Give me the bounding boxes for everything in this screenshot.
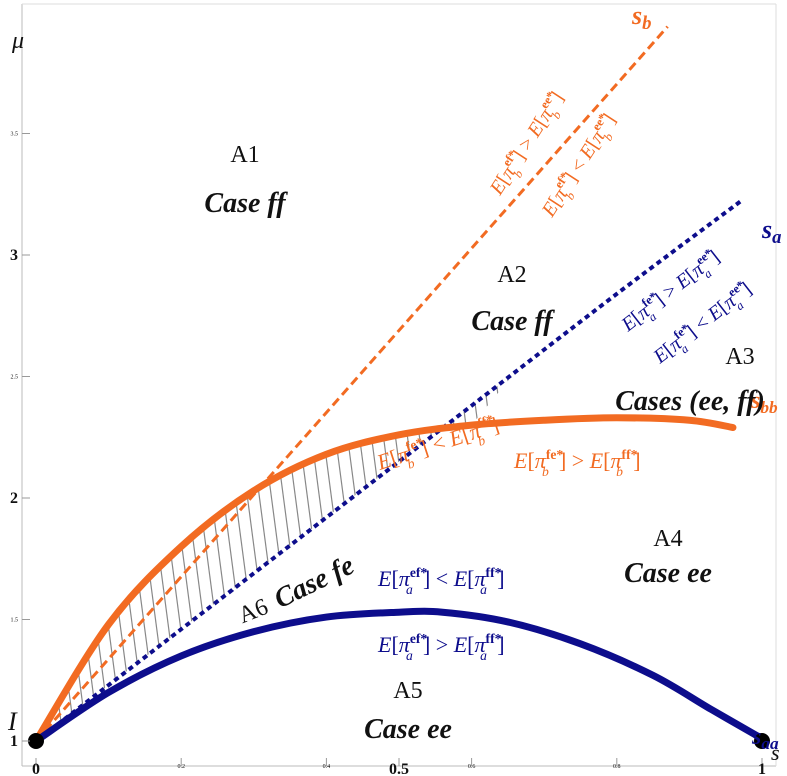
hatch-line — [36, 379, 43, 741]
point-end — [754, 733, 770, 749]
y-tick-label: 3.5 — [11, 132, 19, 138]
hatch-line — [556, 380, 606, 760]
curves — [28, 25, 770, 749]
x-axis-label: s — [771, 740, 780, 765]
hatch-line — [171, 379, 223, 741]
curve-label-s-a: sa — [761, 215, 781, 248]
hatch-line — [507, 379, 516, 741]
hatch-line — [736, 380, 786, 760]
annotation-saa-lower: E[πef* a] > E[πff* a] — [377, 631, 505, 663]
hatch-line — [520, 380, 570, 760]
hatch-line — [544, 380, 594, 760]
hatch-line — [183, 379, 235, 741]
annotation-saa-upper: E[πef* a] < E[πff* a] — [377, 565, 505, 597]
series-s-aa — [32, 607, 766, 745]
x-tick-label: 0.8 — [613, 764, 621, 770]
region-a3-name: A3 — [725, 344, 754, 370]
region-a5-case: Case ee — [364, 714, 452, 745]
axis-ticks: 0 0.2 0.4 0.5 0.6 0.8 1 1 1.5 2 2.5 3 3.5 — [10, 132, 766, 776]
hatch-line — [207, 379, 259, 741]
series-s-bb — [32, 414, 737, 745]
hatch-line — [123, 379, 175, 741]
plot-frame — [21, 3, 777, 767]
hatch-line — [99, 379, 151, 741]
y-tick-label: 1 — [10, 733, 18, 750]
series-s-a — [34, 199, 742, 743]
series-s-b — [34, 25, 669, 742]
region-a4-name: A4 — [653, 526, 682, 552]
y-tick-label: 1.5 — [11, 618, 19, 624]
y-tick-label: 2.5 — [11, 375, 19, 381]
annotation-sbb-upper: E[πfe*b] < E[πff*b] — [372, 411, 503, 481]
hatch-line — [712, 380, 762, 760]
hatch-line — [0, 380, 30, 760]
hatch-line — [219, 379, 271, 741]
x-tick-label: 0.5 — [389, 761, 409, 776]
region-a6-name: A6 — [235, 594, 272, 629]
hatch-line — [243, 379, 295, 741]
annotation-sbb-lower: E[πfe* b] > E[πff* b] — [513, 447, 641, 479]
hatch-line — [568, 380, 618, 760]
hatch-line — [724, 380, 774, 760]
y-tick-label: 2 — [10, 490, 18, 507]
region-a1-name: A1 — [230, 142, 259, 168]
x-tick-label: 0.4 — [323, 764, 331, 770]
hatch-line — [748, 380, 787, 760]
point-i-label: I — [7, 707, 18, 736]
hatch-line — [580, 380, 630, 760]
region-a4-case: Case ee — [624, 558, 712, 589]
region-a5-name: A5 — [393, 678, 422, 704]
region-a3-case: Cases (ee, ff) — [615, 386, 765, 417]
x-tick-label: 0.6 — [468, 764, 476, 770]
hatch-line — [39, 379, 91, 741]
hatch-line — [255, 379, 307, 741]
x-tick-label: 0.2 — [177, 764, 185, 770]
hatch-line — [0, 380, 18, 760]
region-a1-case: Case ff — [204, 188, 288, 219]
y-axis-label: μ — [11, 28, 24, 54]
region-a2-name: A2 — [497, 262, 526, 288]
hatch-line — [195, 379, 247, 741]
point-i — [28, 733, 44, 749]
region-a2-case: Case ff — [471, 306, 555, 337]
hatch-line — [532, 380, 582, 760]
curve-label-s-aa: saa — [751, 724, 779, 753]
hatch-line — [760, 380, 787, 760]
curve-label-s-bb: sbb — [750, 388, 778, 417]
y-tick-label: 3 — [10, 247, 18, 264]
hatch-line — [36, 379, 55, 741]
hatch-line — [159, 379, 211, 741]
x-tick-label: 0 — [32, 761, 40, 776]
hatch-line — [772, 380, 787, 760]
region-a6-case: Case fe — [269, 550, 359, 615]
x-tick-label: 1 — [758, 761, 766, 776]
hatch-line — [75, 379, 127, 741]
hatch-line — [36, 379, 79, 741]
curve-label-s-b: sb — [631, 1, 651, 34]
hatch-line — [0, 380, 6, 760]
